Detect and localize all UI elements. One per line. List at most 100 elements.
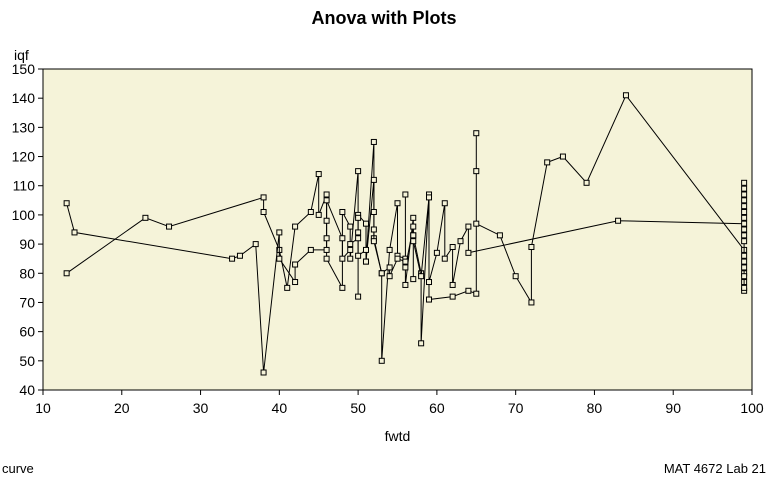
data-point	[355, 293, 362, 300]
data-point	[378, 357, 385, 364]
data-point	[410, 232, 417, 239]
data-point	[433, 249, 440, 256]
y-tick-label: 60	[19, 324, 35, 340]
data-point	[426, 194, 433, 201]
data-point	[339, 255, 346, 262]
x-tick-label: 10	[35, 400, 51, 416]
data-point	[370, 176, 377, 183]
data-point	[418, 340, 425, 347]
data-point	[323, 255, 330, 262]
data-point	[465, 287, 472, 294]
data-point	[741, 238, 748, 245]
data-point	[741, 203, 748, 210]
data-point	[394, 255, 401, 262]
data-point	[292, 223, 299, 230]
data-point	[276, 255, 283, 262]
data-point	[378, 270, 385, 277]
data-point	[741, 258, 748, 265]
data-point	[315, 171, 322, 178]
data-point	[457, 238, 464, 245]
data-point	[370, 226, 377, 233]
data-point	[741, 252, 748, 259]
data-point	[292, 261, 299, 268]
data-point	[512, 273, 519, 280]
data-point	[347, 241, 354, 248]
data-point	[252, 241, 259, 248]
data-point	[528, 244, 535, 251]
data-point	[402, 264, 409, 271]
y-tick-label: 120	[12, 149, 36, 165]
data-point	[355, 235, 362, 242]
data-point	[347, 223, 354, 230]
data-point	[347, 255, 354, 262]
data-point	[307, 246, 314, 253]
data-point	[402, 258, 409, 265]
data-point	[583, 179, 590, 186]
y-tick-label: 40	[19, 382, 35, 398]
data-point	[741, 220, 748, 227]
data-point	[559, 153, 566, 160]
data-point	[741, 191, 748, 198]
data-point	[544, 159, 551, 166]
y-axis-label: iqf	[14, 47, 29, 63]
data-point	[370, 238, 377, 245]
data-point	[615, 217, 622, 224]
data-point	[355, 214, 362, 221]
y-tick-label: 130	[12, 119, 36, 135]
y-tick-label: 90	[19, 236, 35, 252]
data-point	[473, 130, 480, 137]
data-point	[741, 273, 748, 280]
data-point	[307, 208, 314, 215]
data-point	[741, 197, 748, 204]
data-point	[315, 211, 322, 218]
data-point	[355, 229, 362, 236]
data-point	[741, 214, 748, 221]
y-tick-label: 150	[12, 61, 36, 77]
data-point	[473, 290, 480, 297]
data-point	[339, 235, 346, 242]
data-point	[63, 270, 70, 277]
footer-right-text: MAT 4672 Lab 21	[663, 461, 766, 476]
data-point	[741, 232, 748, 239]
x-tick-label: 40	[272, 400, 288, 416]
data-point	[362, 258, 369, 265]
data-point	[426, 279, 433, 286]
data-point	[410, 223, 417, 230]
data-point	[284, 284, 291, 291]
data-point	[142, 214, 149, 221]
y-tick-label: 110	[13, 178, 36, 194]
chart-title: Anova with Plots	[311, 8, 457, 28]
x-tick-label: 100	[740, 400, 764, 416]
x-tick-label: 60	[429, 400, 445, 416]
series-line-1	[66, 94, 745, 361]
x-tick-label: 70	[508, 400, 524, 416]
data-point	[496, 232, 503, 239]
y-tick-label: 140	[12, 90, 36, 106]
data-point	[236, 252, 243, 259]
data-point	[402, 191, 409, 198]
data-point	[386, 264, 393, 271]
data-point	[386, 246, 393, 253]
data-point	[741, 284, 748, 291]
data-point	[323, 235, 330, 242]
data-point	[528, 299, 535, 306]
data-point	[473, 220, 480, 227]
y-tick-label: 80	[19, 265, 35, 281]
data-point	[465, 249, 472, 256]
x-tick-label: 50	[350, 400, 366, 416]
data-point	[410, 214, 417, 221]
data-point	[323, 246, 330, 253]
data-point	[449, 293, 456, 300]
data-point	[441, 200, 448, 207]
data-point	[260, 194, 267, 201]
x-tick-label: 90	[665, 400, 681, 416]
data-point	[362, 246, 369, 253]
data-point	[323, 191, 330, 198]
data-point	[323, 197, 330, 204]
data-point	[386, 273, 393, 280]
data-point	[449, 281, 456, 288]
data-point	[418, 273, 425, 280]
data-point	[63, 200, 70, 207]
data-point	[339, 284, 346, 291]
data-point	[410, 238, 417, 245]
